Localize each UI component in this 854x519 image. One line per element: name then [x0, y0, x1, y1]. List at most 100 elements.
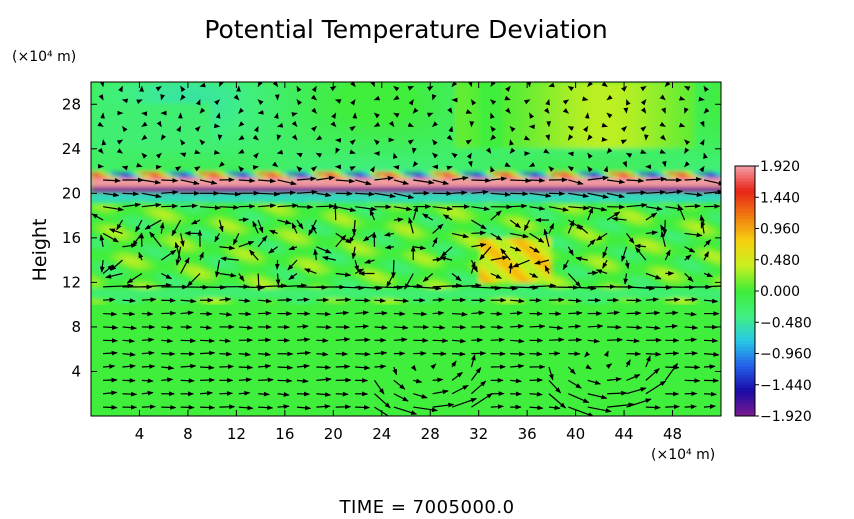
heatmap-cell	[167, 148, 172, 152]
heatmap-cell	[363, 256, 368, 260]
heatmap-cell	[103, 259, 108, 263]
heatmap-cell	[395, 301, 400, 305]
heatmap-cell	[107, 196, 112, 200]
heatmap-cell	[135, 103, 140, 107]
heatmap-cell	[203, 199, 208, 203]
heatmap-cell	[91, 118, 96, 122]
heatmap-cell	[171, 94, 176, 98]
heatmap-cell	[303, 280, 308, 284]
heatmap-cell	[123, 190, 128, 194]
heatmap-cell	[127, 163, 132, 167]
heatmap-cell	[167, 142, 172, 146]
heatmap-cell	[387, 268, 392, 272]
heatmap-cell	[215, 106, 220, 110]
heatmap-cell	[127, 169, 132, 173]
heatmap-cell	[191, 214, 196, 218]
heatmap-cell	[163, 88, 168, 92]
heatmap-cell	[159, 289, 164, 293]
heatmap-cell	[127, 298, 132, 302]
heatmap-cell	[91, 154, 96, 158]
heatmap-cell	[175, 298, 180, 302]
heatmap-cell	[231, 232, 236, 236]
heatmap-cell	[379, 202, 384, 206]
heatmap-cell	[183, 166, 188, 170]
heatmap-cell	[163, 166, 168, 170]
heatmap-cell	[187, 181, 192, 185]
heatmap-cell	[159, 241, 164, 245]
heatmap-cell	[143, 289, 148, 293]
heatmap-cell	[143, 283, 148, 287]
heatmap-cell	[111, 106, 116, 110]
heatmap-cell	[215, 148, 220, 152]
heatmap-cell	[143, 142, 148, 146]
heatmap-cell	[323, 217, 328, 221]
heatmap-cell	[171, 211, 176, 215]
heatmap-cell	[195, 106, 200, 110]
heatmap-cell	[139, 295, 144, 299]
heatmap-cell	[187, 118, 192, 122]
heatmap-cell	[191, 121, 196, 125]
heatmap-cell	[171, 172, 176, 176]
heatmap-cell	[191, 88, 196, 92]
heatmap-cell	[151, 160, 156, 164]
heatmap-cell	[123, 88, 128, 92]
heatmap-cell	[187, 247, 192, 251]
heatmap-cell	[195, 292, 200, 296]
heatmap-cell	[167, 121, 172, 125]
heatmap-cell	[127, 172, 132, 176]
heatmap-cell	[187, 91, 192, 95]
heatmap-cell	[115, 169, 120, 173]
heatmap-cell	[215, 133, 220, 137]
heatmap-cell	[171, 115, 176, 119]
heatmap-cell	[91, 199, 96, 203]
heatmap-cell	[91, 169, 96, 173]
y-axis-unit: (×10⁴ m)	[12, 49, 76, 65]
heatmap-cell	[147, 241, 152, 245]
heatmap-cell	[179, 175, 184, 179]
heatmap-cell	[211, 121, 216, 125]
heatmap-cell	[335, 262, 340, 266]
heatmap-cell	[123, 193, 128, 197]
heatmap-cell	[191, 148, 196, 152]
heatmap-cell	[199, 151, 204, 155]
heatmap-cell	[175, 289, 180, 293]
heatmap-cell	[135, 217, 140, 221]
heatmap-cell	[111, 136, 116, 140]
heatmap-cell	[99, 289, 104, 293]
heatmap-cell	[215, 118, 220, 122]
heatmap-cell	[207, 217, 212, 221]
heatmap-cell	[151, 163, 156, 167]
heatmap-cell	[123, 142, 128, 146]
heatmap-cell	[211, 253, 216, 257]
heatmap-cell	[127, 256, 132, 260]
heatmap-cell	[151, 130, 156, 134]
heatmap-cell	[95, 157, 100, 161]
heatmap-cell	[139, 166, 144, 170]
heatmap-cell	[191, 250, 196, 254]
heatmap-cell	[143, 286, 148, 290]
heatmap-cell	[227, 271, 232, 275]
heatmap-cell	[367, 256, 372, 260]
heatmap-cell	[207, 259, 212, 263]
heatmap-cell	[103, 103, 108, 107]
heatmap-cell	[111, 121, 116, 125]
heatmap-cell	[151, 187, 156, 191]
heatmap-cell	[203, 259, 208, 263]
heatmap-cell	[123, 217, 128, 221]
heatmap-cell	[195, 142, 200, 146]
heatmap-cell	[111, 160, 116, 164]
heatmap-cell	[163, 145, 168, 149]
heatmap-cell	[171, 238, 176, 242]
heatmap-cell	[143, 208, 148, 212]
heatmap-cell	[199, 172, 204, 176]
heatmap-cell	[295, 301, 300, 305]
heatmap-cell	[111, 178, 116, 182]
heatmap-cell	[243, 220, 248, 224]
heatmap-cell	[123, 136, 128, 140]
heatmap-cell	[99, 223, 104, 227]
heatmap-cell	[95, 283, 100, 287]
heatmap-cell	[95, 178, 100, 182]
heatmap-cell	[135, 184, 140, 188]
heatmap-cell	[327, 271, 332, 275]
heatmap-cell	[199, 112, 204, 116]
